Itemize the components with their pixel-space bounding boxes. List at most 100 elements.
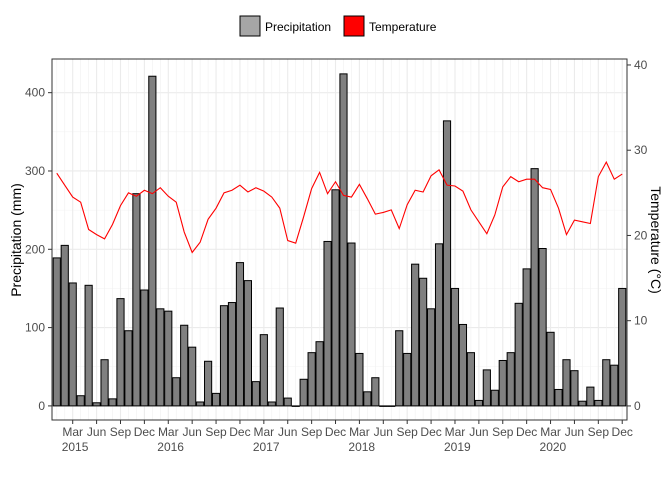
precipitation-bar-2020-04 xyxy=(554,388,563,407)
x-tick-label: Jun xyxy=(469,425,488,439)
precipitation-bar-2016-10 xyxy=(219,305,229,407)
precipitation-bar-2015-09 xyxy=(116,298,125,407)
x-year-label: 2016 xyxy=(157,440,184,454)
left-tick-label: 400 xyxy=(25,86,45,100)
precipitation-bar-2019-10 xyxy=(506,352,515,407)
precipitation-bar-2016-02 xyxy=(156,308,165,407)
x-year-label: 2020 xyxy=(540,440,567,454)
x-tick-label: Mar xyxy=(540,425,561,439)
precipitation-bar-2019-09 xyxy=(498,359,507,407)
precipitation-bar-2017-05 xyxy=(275,307,284,407)
precipitation-bar-2019-11 xyxy=(514,302,523,407)
x-tick-label: Jun xyxy=(87,425,106,439)
x-tick-label: Dec xyxy=(516,425,537,439)
precipitation-bar-2019-03 xyxy=(450,287,460,407)
precipitation-bar-2016-08 xyxy=(204,360,213,407)
left-tick-label: 0 xyxy=(38,399,45,413)
precipitation-bar-2016-11 xyxy=(227,302,237,407)
x-year-label: 2017 xyxy=(253,440,280,454)
precipitation-bar-2019-02 xyxy=(442,120,452,407)
precipitation-bar-2017-03 xyxy=(259,334,268,407)
x-tick-label: Sep xyxy=(588,425,610,439)
precipitation-bar-2015-03 xyxy=(68,282,77,407)
precipitation-bar-2016-06 xyxy=(188,346,197,407)
x-tick-label: Sep xyxy=(397,425,419,439)
right-tick-label: 0 xyxy=(634,399,641,413)
x-tick-label: Jun xyxy=(278,425,297,439)
x-tick-label: Mar xyxy=(62,425,83,439)
x-tick-label: Mar xyxy=(349,425,370,439)
plot-panel-border xyxy=(51,58,628,421)
left-axis: 0 100 200 300 400 xyxy=(25,86,52,413)
precipitation-bar-2017-11 xyxy=(323,240,332,407)
precipitation-bar-2019-05 xyxy=(466,352,475,407)
precipitation-bar-2018-10 xyxy=(411,263,420,407)
x-tick-label: Mar xyxy=(254,425,275,439)
precipitation-bar-2016-05 xyxy=(180,324,189,407)
legend-key-precipitation xyxy=(239,15,261,37)
precipitation-bar-2020-06 xyxy=(570,370,579,407)
right-axis-title: Temperature (°C) xyxy=(648,186,664,294)
precipitation-bar-2018-12 xyxy=(427,308,436,407)
x-tick-label: Jun xyxy=(565,425,584,439)
legend-key-temperature xyxy=(343,15,365,37)
precipitation-bar-2020-09 xyxy=(594,399,603,407)
temperature-line-group xyxy=(56,160,623,254)
right-axis: 0 10 20 30 40 xyxy=(627,58,648,413)
left-tick-label: 200 xyxy=(25,242,45,256)
precipitation-bar-2017-10 xyxy=(315,341,324,407)
precipitation-bar-2016-07 xyxy=(196,401,205,407)
x-tick-label: Dec xyxy=(134,425,155,439)
precipitation-bars xyxy=(52,73,627,407)
precipitation-bar-2018-06 xyxy=(379,405,388,407)
x-tick-label: Sep xyxy=(301,425,323,439)
right-tick-label: 30 xyxy=(634,143,648,157)
x-year-label: 2015 xyxy=(62,440,89,454)
precipitation-bar-2020-05 xyxy=(562,359,571,407)
precipitation-bar-2020-08 xyxy=(586,386,595,407)
x-tick-label: Sep xyxy=(492,425,514,439)
precipitation-bar-2019-07 xyxy=(482,369,491,407)
precipitation-bar-2017-09 xyxy=(307,352,316,407)
x-tick-label: Dec xyxy=(229,425,250,439)
precipitation-bar-2018-05 xyxy=(371,377,380,407)
precipitation-bar-2020-10 xyxy=(602,359,611,407)
precipitation-bar-2015-05 xyxy=(84,284,93,407)
precipitation-bar-2020-12 xyxy=(618,287,627,407)
precipitation-bar-2018-04 xyxy=(363,391,372,407)
precipitation-bar-2016-03 xyxy=(164,310,173,407)
x-tick-label: Dec xyxy=(612,425,633,439)
precipitation-bar-2018-02 xyxy=(347,242,356,407)
precipitation-bar-2018-01 xyxy=(339,73,348,407)
x-tick-label: Sep xyxy=(205,425,227,439)
temperature-line xyxy=(56,160,623,254)
x-tick-label: Dec xyxy=(420,425,441,439)
precipitation-bar-2018-11 xyxy=(419,277,428,407)
x-year-label: 2019 xyxy=(444,440,471,454)
precipitation-bar-2017-01 xyxy=(243,280,252,407)
precipitation-bar-2016-09 xyxy=(211,392,221,407)
precipitation-bar-2018-03 xyxy=(355,352,364,407)
precipitation-bar-2015-12 xyxy=(140,289,149,407)
legend-label-temperature: Temperature xyxy=(369,20,437,34)
precipitation-bar-2015-04 xyxy=(76,395,85,407)
precipitation-bar-2020-03 xyxy=(546,331,555,407)
x-tick-label: Jun xyxy=(374,425,393,439)
left-tick-label: 100 xyxy=(25,321,45,335)
precipitation-bar-2019-04 xyxy=(458,323,468,407)
precipitation-bar-2015-01 xyxy=(52,257,61,407)
x-tick-label: Sep xyxy=(110,425,132,439)
precipitation-bar-2018-08 xyxy=(395,330,404,407)
precipitation-bar-2019-12 xyxy=(522,268,531,407)
precipitation-bar-2019-01 xyxy=(434,243,444,407)
precipitation-bar-2017-08 xyxy=(299,378,308,407)
left-axis-title: Precipitation (mm) xyxy=(8,183,24,297)
right-tick-label: 20 xyxy=(634,228,648,242)
right-tick-label: 40 xyxy=(634,58,648,72)
x-tick-label: Mar xyxy=(158,425,179,439)
x-tick-label: Dec xyxy=(325,425,346,439)
precipitation-bar-2017-07 xyxy=(291,405,300,407)
precipitation-bar-2017-12 xyxy=(331,189,340,407)
precipitation-bar-2017-02 xyxy=(251,381,260,407)
